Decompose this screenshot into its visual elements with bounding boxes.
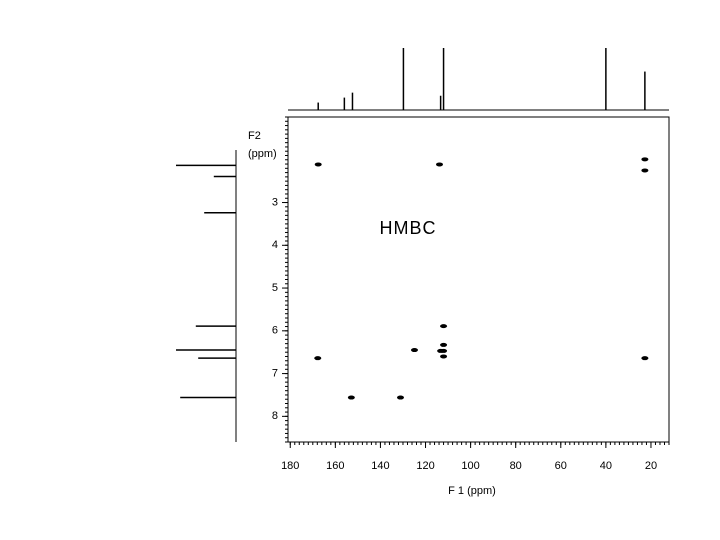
y-tick-label: 8 <box>272 410 278 422</box>
cross-peak <box>641 356 649 361</box>
y-tick-label: 6 <box>272 325 278 337</box>
x-axis-label: F 1 (ppm) <box>448 485 496 497</box>
plot-frame <box>287 116 670 443</box>
cross-peak <box>314 356 322 361</box>
cross-peak <box>641 168 649 173</box>
y-axis-unit: (ppm) <box>248 148 277 160</box>
cross-peak <box>396 395 404 400</box>
cross-peak <box>440 324 448 329</box>
cross-peak <box>440 342 448 347</box>
cross-peak <box>641 157 649 162</box>
x-tick-label: 120 <box>416 460 434 472</box>
x-tick-label: 160 <box>326 460 344 472</box>
x-tick-label: 80 <box>510 460 522 472</box>
x-tick-label: 20 <box>645 460 657 472</box>
y-tick-label: 5 <box>272 282 278 294</box>
x-tick-label: 180 <box>281 460 299 472</box>
cross-peak <box>410 348 418 353</box>
x-tick-label: 140 <box>371 460 389 472</box>
annotation: HMBC <box>380 218 437 238</box>
cross-peak <box>435 162 443 167</box>
cross-peak <box>347 395 355 400</box>
x-tick-label: 40 <box>600 460 612 472</box>
cross-peak <box>437 348 445 353</box>
y-tick-label: 7 <box>272 367 278 379</box>
y-axis-label: F2 <box>248 130 261 142</box>
x-tick-label: 60 <box>555 460 567 472</box>
cross-peak <box>314 162 322 167</box>
y-tick-label: 4 <box>272 239 278 251</box>
y-tick-label: 3 <box>272 196 278 208</box>
cross-peak <box>440 354 448 359</box>
x-tick-label: 100 <box>461 460 479 472</box>
